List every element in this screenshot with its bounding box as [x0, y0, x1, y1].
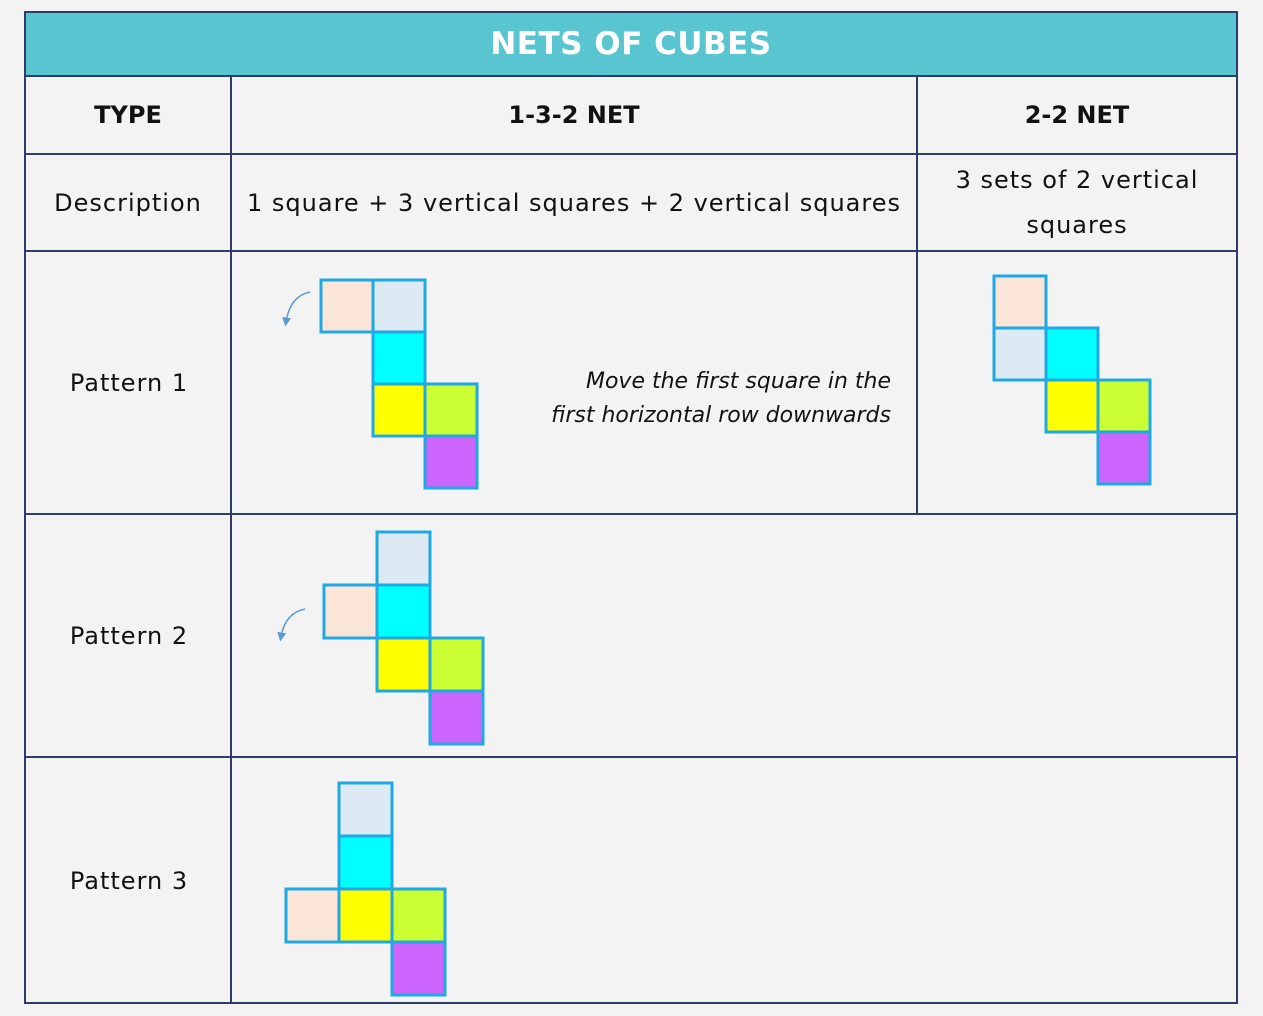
purple-square	[423, 434, 479, 490]
light-blue-square	[375, 530, 432, 587]
curved-arrow-icon	[277, 608, 306, 642]
cyan-square	[375, 583, 432, 640]
pattern-3-label: Pattern 3	[69, 867, 189, 895]
table-title: NETS OF CUBES	[26, 13, 1236, 77]
move-note-line-2: first horizontal row downwards	[551, 403, 891, 428]
yellow-square	[375, 636, 432, 693]
peach-square	[284, 887, 341, 944]
row-divider	[26, 513, 1236, 515]
move-note: Move the first square in the first horiz…	[506, 365, 891, 433]
purple-square	[390, 940, 447, 997]
cyan-square	[371, 330, 427, 386]
description-132-net: 1 square + 3 vertical squares + 2 vertic…	[247, 188, 901, 217]
header-22-net: 2-2 NET	[1024, 101, 1130, 129]
light-blue-square	[337, 781, 394, 838]
column-divider	[916, 75, 918, 515]
pattern-2-net	[322, 530, 485, 746]
cyan-square	[1044, 326, 1100, 382]
description-22-net: 3 sets of 2 vertical squares	[955, 165, 1199, 239]
yellow-square	[371, 382, 427, 438]
yellow-square	[337, 887, 394, 944]
row-divider	[26, 250, 1236, 252]
purple-square	[1096, 430, 1152, 486]
light-blue-square	[371, 278, 427, 334]
pattern-2-label: Pattern 2	[69, 621, 189, 650]
curved-arrow-icon	[282, 291, 311, 327]
column-divider	[230, 75, 232, 1004]
pattern-1-label: Pattern 1	[69, 368, 189, 397]
header-type: TYPE	[94, 101, 162, 129]
lime-square	[423, 382, 479, 438]
peach-square	[322, 583, 379, 640]
move-note-line-1: Move the first square in the	[585, 369, 891, 394]
pattern-3-net	[284, 781, 447, 997]
lime-square	[390, 887, 447, 944]
purple-square	[428, 689, 485, 746]
header-132-net: 1-3-2 NET	[508, 101, 640, 129]
row-divider	[26, 153, 1236, 155]
lime-square	[428, 636, 485, 693]
row-divider	[26, 756, 1236, 758]
yellow-square	[1044, 378, 1100, 434]
description-label: Description	[54, 188, 202, 217]
pattern-1-132-net	[319, 278, 479, 490]
peach-square	[992, 274, 1048, 330]
lime-square	[1096, 378, 1152, 434]
pattern-1-22-net	[992, 274, 1152, 486]
nets-table: NETS OF CUBES TYPE 1-3-2 NET 2-2 NET Des…	[24, 11, 1238, 1004]
light-blue-square	[992, 326, 1048, 382]
peach-square	[319, 278, 375, 334]
cyan-square	[337, 834, 394, 891]
